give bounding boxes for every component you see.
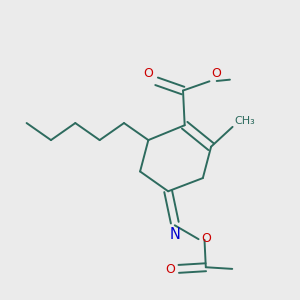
Text: O: O bbox=[166, 263, 176, 276]
Text: O: O bbox=[143, 67, 153, 80]
Text: N: N bbox=[170, 226, 181, 242]
Text: CH₃: CH₃ bbox=[234, 116, 255, 126]
Text: O: O bbox=[211, 67, 221, 80]
Text: O: O bbox=[201, 232, 211, 245]
